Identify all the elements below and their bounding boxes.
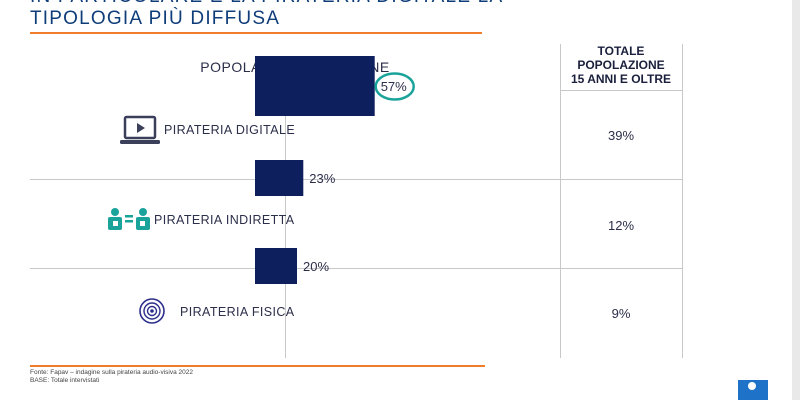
title-line-2: TIPOLOGIA PIÙ DIFFUSA: [30, 8, 281, 29]
row-divider-2: [30, 268, 682, 269]
slide-edge: [792, 0, 800, 400]
total-value-indiretta: 12%: [607, 218, 635, 233]
chart-axis-line: [285, 90, 286, 358]
bar-value-label-1: 57%: [381, 79, 407, 94]
base-line: BASE: Totale intervistati: [30, 377, 100, 384]
source-note: Fonte: Fapav – indagine sulla pirateria …: [30, 369, 193, 385]
bar-3: [255, 248, 297, 284]
right-column-header: TOTALE POPOLAZIONE 15 ANNI E OLTRE: [560, 44, 682, 90]
title-underline: [30, 32, 482, 34]
row-label-digitale: PIRATERIA DIGITALE: [164, 123, 296, 137]
bar-1: [255, 56, 375, 116]
bar-value-label-3: 20%: [303, 259, 329, 274]
right-header-divider: [560, 90, 682, 91]
people-sharing-icon: [108, 208, 150, 230]
bar-2: [255, 160, 304, 196]
bar-value-label-2: 23%: [309, 171, 335, 186]
brand-logo-mark: [748, 382, 756, 390]
footer-underline: [30, 365, 485, 367]
column-divider-left: [560, 44, 561, 358]
right-header-line-2: POPOLAZIONE: [577, 58, 665, 72]
source-line: Fonte: Fapav – indagine sulla pirateria …: [30, 369, 193, 376]
row-label-indiretta: PIRATERIA INDIRETTA: [154, 213, 295, 227]
slide-title: IN PARTICOLARE È LA PIRATERIA DIGITALE L…: [30, 0, 502, 30]
row-divider-1: [30, 179, 682, 180]
total-value-fisica: 9%: [611, 306, 631, 321]
column-divider-right: [682, 44, 683, 358]
bar-chart: 57% 23% 20%: [255, 56, 415, 284]
title-line-1: IN PARTICOLARE È LA PIRATERIA DIGITALE L…: [30, 0, 502, 8]
chart-panel: POPOLAZIONE 16-25ENNE TOTALE POPOLAZIONE…: [30, 44, 683, 358]
highlight-circle: [374, 72, 415, 101]
right-header-line-1: TOTALE: [597, 44, 645, 58]
disc-icon: [139, 298, 165, 324]
total-value-digitale: 39%: [607, 128, 635, 143]
row-label-fisica: PIRATERIA FISICA: [180, 305, 295, 319]
brand-logo: [738, 380, 768, 400]
right-header-line-3: 15 ANNI E OLTRE: [570, 72, 671, 86]
laptop-play-icon: [120, 115, 160, 144]
